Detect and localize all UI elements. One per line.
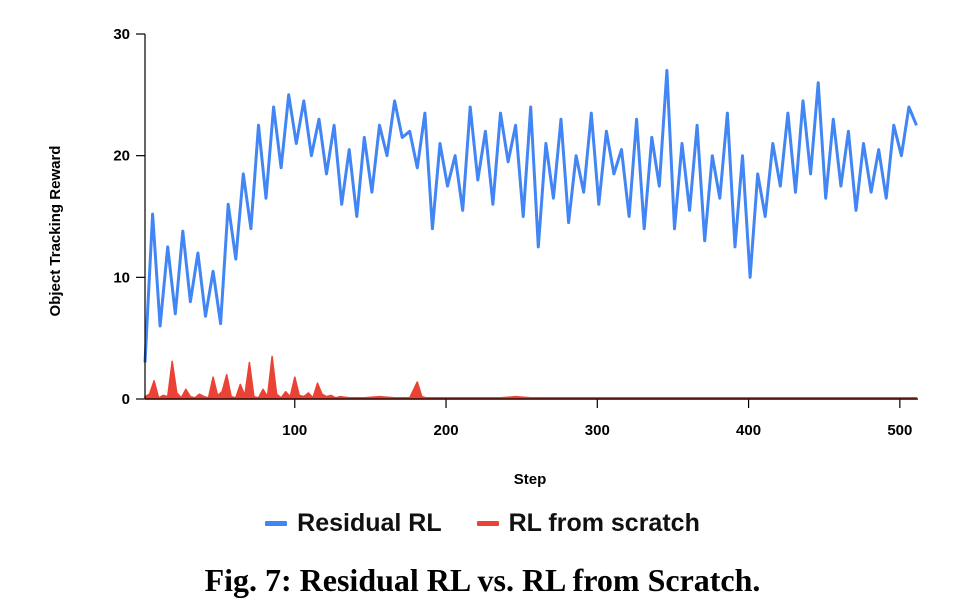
x-tick-label: 100 — [282, 422, 307, 439]
x-tick-label: 400 — [736, 422, 761, 439]
series-layer — [143, 69, 918, 400]
legend-item-residual-rl: Residual RL — [265, 509, 442, 538]
legend-swatch-rl-from-scratch — [476, 521, 499, 526]
legend-label-rl-from-scratch: RL from scratch — [508, 509, 700, 537]
y-tick-label: 0 — [122, 391, 130, 408]
legend-label-residual-rl: Residual RL — [297, 509, 442, 537]
legend: Residual RL RL from scratch — [0, 504, 965, 538]
figure-caption: Fig. 7: Residual RL vs. RL from Scratch. — [204, 562, 761, 598]
y-tick-label: 10 — [113, 269, 130, 286]
series-rl-from-scratch — [144, 355, 918, 400]
y-axis-label: Object Tracking Reward — [47, 146, 64, 317]
x-axis-label: Step — [514, 471, 547, 488]
reward-chart: 0 10 20 30 100 200 300 400 500 Object Tracking … — [47, 26, 918, 488]
x-axis-ticks: 100 200 300 400 500 — [282, 399, 912, 439]
y-tick-label: 20 — [113, 148, 130, 165]
legend-item-rl-from-scratch: RL from scratch — [476, 509, 700, 538]
x-tick-label: 200 — [434, 422, 459, 439]
y-axis-ticks: 0 10 20 30 — [113, 26, 145, 408]
x-tick-label: 500 — [887, 422, 912, 439]
y-tick-label: 30 — [113, 26, 130, 43]
series-residual-rl — [143, 69, 918, 363]
x-tick-label: 300 — [585, 422, 610, 439]
legend-swatch-residual-rl — [265, 521, 288, 526]
